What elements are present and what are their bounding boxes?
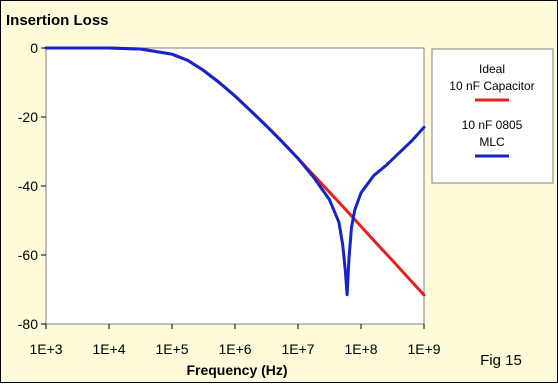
x-axis-label: Frequency (Hz) bbox=[186, 362, 287, 378]
x-tick-label: 1E+4 bbox=[92, 341, 125, 357]
legend bbox=[431, 48, 554, 184]
x-tick-label: 1E+3 bbox=[29, 341, 62, 357]
legend-label: Ideal bbox=[479, 62, 505, 76]
y-tick-label: -80 bbox=[18, 316, 38, 332]
fig-label: Fig 15 bbox=[480, 352, 522, 369]
legend-label: 10 nF 0805 bbox=[462, 118, 523, 132]
y-tick-label: 0 bbox=[30, 40, 38, 56]
chart-title: Insertion Loss bbox=[6, 12, 109, 29]
legend-label: 10 nF Capacitor bbox=[449, 79, 534, 93]
series-line-2 bbox=[44, 46, 426, 297]
y-tick-label: -60 bbox=[18, 247, 38, 263]
y-tick-label: -40 bbox=[18, 178, 38, 194]
x-tick-label: 1E+5 bbox=[155, 341, 188, 357]
x-tick-label: 1E+6 bbox=[218, 341, 251, 357]
legend-label: MLC bbox=[479, 135, 505, 149]
legend-items: Ideal 10 nF Capacitor 10 nF 0805 MLC bbox=[449, 62, 535, 158]
x-tick-label: 1E+7 bbox=[281, 341, 314, 357]
x-tick-label: 1E+9 bbox=[407, 341, 440, 357]
plot-area bbox=[45, 47, 425, 325]
x-tick-label: 1E+8 bbox=[344, 341, 377, 357]
y-tick-label: -20 bbox=[18, 109, 38, 125]
axes: 1E+3 1E+4 1E+5 1E+6 1E+7 1E+8 1E+9 0 -20 -40 -60 -8… bbox=[18, 40, 441, 357]
series-lines bbox=[44, 46, 426, 297]
